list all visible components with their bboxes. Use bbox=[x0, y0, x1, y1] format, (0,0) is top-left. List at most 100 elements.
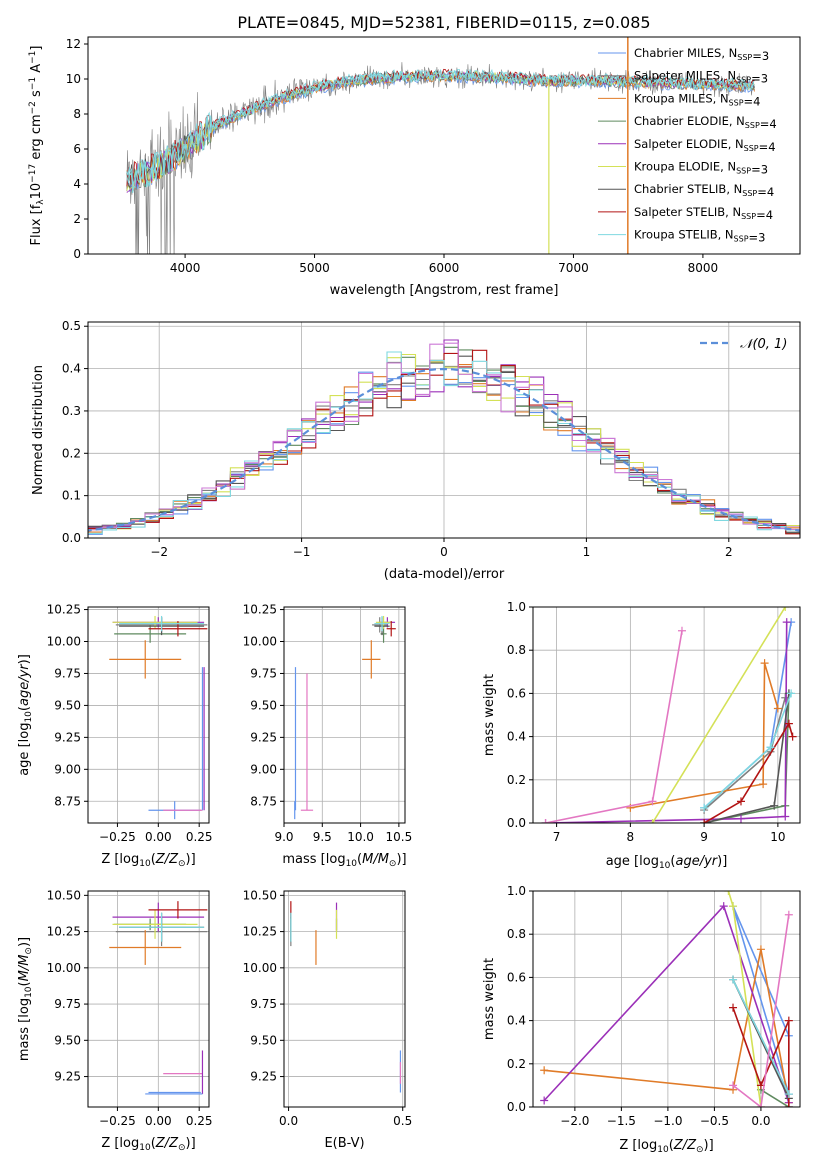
weight-line bbox=[545, 630, 683, 823]
y-tick-label: 0.3 bbox=[62, 404, 81, 418]
plot-area bbox=[533, 891, 800, 1107]
plot-area bbox=[126, 37, 755, 254]
axes-frame bbox=[87, 890, 210, 1108]
y-tick-label: 9.25 bbox=[250, 730, 277, 744]
weight-marker bbox=[700, 819, 709, 823]
x-axis-label: Z [log10(Z/Z⊙)] bbox=[101, 1136, 195, 1153]
weight-marker bbox=[784, 719, 793, 728]
y-tick-label: 9.25 bbox=[54, 730, 81, 744]
y-tick-label: 10.00 bbox=[47, 635, 81, 649]
y-tick-label: 8.75 bbox=[54, 794, 81, 808]
y-tick-label: 9.75 bbox=[54, 997, 81, 1011]
histogram-9 bbox=[88, 351, 800, 535]
y-tick-label: 0.5 bbox=[62, 319, 81, 333]
plot-area bbox=[284, 891, 405, 1107]
y-tick-label: 0 bbox=[73, 247, 81, 261]
x-tick-label: 10 bbox=[770, 830, 785, 844]
y-tick-label: 9.50 bbox=[54, 1033, 81, 1047]
y-tick-label: 0.2 bbox=[62, 446, 81, 460]
axes-frame bbox=[87, 606, 210, 824]
x-tick-label: 5000 bbox=[299, 261, 330, 275]
x-tick-label: −2.0 bbox=[560, 1114, 589, 1128]
extra-weights bbox=[541, 626, 686, 823]
x-axis-label: Z [log10(Z/Z⊙)] bbox=[619, 1138, 713, 1155]
legend-entry: Salpeter ELODIE, NSSP=4 bbox=[634, 137, 776, 154]
axes-frame bbox=[87, 321, 801, 539]
x-axis-label: age [log10(age/yr)] bbox=[606, 854, 728, 871]
extra-weights bbox=[729, 910, 793, 1107]
weight-line bbox=[630, 662, 779, 809]
x-tick-label: −1 bbox=[293, 545, 311, 559]
model-weights-8 bbox=[700, 719, 797, 823]
y-tick-label: 10.00 bbox=[47, 961, 81, 975]
x-tick-label: 6000 bbox=[429, 261, 460, 275]
y-tick-label: 9.75 bbox=[250, 997, 277, 1011]
model-point-3 bbox=[109, 930, 182, 965]
x-tick-label: 0.0 bbox=[279, 1114, 298, 1128]
y-tick-label: 1.0 bbox=[507, 600, 526, 614]
y-tick-label: 10.00 bbox=[243, 635, 277, 649]
weight-line bbox=[651, 607, 786, 823]
model-point-9 bbox=[119, 615, 205, 632]
axes-spectrum: 4000 5000 6000 7000 8000 0 2 4 6 8 10 12 wavelength … bbox=[28, 36, 801, 298]
legend-entry: 𝒩(0, 1) bbox=[740, 337, 787, 352]
weight-marker bbox=[759, 780, 768, 789]
axes-frame bbox=[532, 606, 801, 824]
model-weights-9 bbox=[700, 689, 796, 812]
y-tick-label: 9.00 bbox=[54, 762, 81, 776]
x-tick-label: 7000 bbox=[558, 261, 589, 275]
y-tick-label: 0.1 bbox=[62, 489, 81, 503]
y-tick-label: 10.25 bbox=[243, 925, 277, 939]
x-axis-label: (data-model)/error bbox=[384, 567, 505, 582]
weight-marker bbox=[729, 1081, 738, 1090]
weight-marker bbox=[729, 975, 738, 984]
x-axis-label: Z [log10(Z/Z⊙)] bbox=[101, 852, 195, 869]
x-tick-label: 0.00 bbox=[145, 1114, 172, 1128]
y-tick-label: 0.4 bbox=[507, 1014, 526, 1028]
weight-marker bbox=[781, 812, 790, 821]
weight-marker bbox=[773, 704, 782, 713]
model-point-8 bbox=[386, 621, 396, 637]
y-tick-label: 8.75 bbox=[250, 794, 277, 808]
x-tick-label: 0.25 bbox=[186, 830, 213, 844]
axes-frame bbox=[283, 606, 406, 824]
weight-marker bbox=[729, 1003, 738, 1012]
weight-marker bbox=[648, 819, 657, 823]
plot-area bbox=[88, 322, 800, 538]
y-axis-label: age [log10(age/yr)] bbox=[17, 654, 34, 776]
weight-marker bbox=[782, 618, 791, 627]
y-tick-label: 9.75 bbox=[54, 666, 81, 680]
y-axis-label: mass weight bbox=[482, 674, 497, 756]
figure-title: PLATE=0845, MJD=52381, FIBERID=0115, z=0… bbox=[237, 13, 650, 32]
y-tick-label: 6 bbox=[73, 142, 81, 156]
x-tick-label: 4000 bbox=[170, 261, 201, 275]
weight-marker bbox=[700, 803, 709, 812]
model-point-6 bbox=[375, 615, 392, 629]
weight-marker bbox=[729, 902, 738, 911]
plot-area bbox=[533, 607, 800, 823]
weight-marker bbox=[766, 743, 775, 752]
x-tick-label: −0.25 bbox=[99, 1114, 136, 1128]
y-tick-label: 0.0 bbox=[62, 531, 81, 545]
model-point-3 bbox=[109, 640, 182, 679]
y-tick-label: 0.4 bbox=[507, 730, 526, 744]
legend-entry: Salpeter STELIB, NSSP=4 bbox=[634, 205, 773, 222]
plot-area bbox=[88, 891, 209, 1107]
y-axis-label: Flux [fλ10−17 erg cm−2 s−1 A−1] bbox=[28, 46, 46, 246]
axes-weight_vs_Z: −2.0 −1.5 −1.0 −0.5 0.0 0.0 0.2 0.4 0.6 0.8 1.0 Z [… bbox=[482, 884, 801, 1155]
y-tick-label: 10.25 bbox=[47, 925, 81, 939]
weight-line bbox=[732, 914, 790, 1107]
y-tick-label: 9.50 bbox=[250, 1033, 277, 1047]
weight-line bbox=[543, 904, 790, 1103]
legend-entry: Kroupa MILES, NSSP=4 bbox=[634, 91, 760, 108]
weight-marker bbox=[781, 607, 790, 611]
y-tick-label: 0.8 bbox=[507, 927, 526, 941]
y-tick-label: 10.25 bbox=[243, 603, 277, 617]
y-tick-label: 0.2 bbox=[507, 773, 526, 787]
axes-age_vs_Z: −0.25 0.00 0.25 8.75 9.00 9.25 9.50 9.75 10.00 10… bbox=[17, 603, 213, 869]
model-weights-6 bbox=[648, 607, 790, 823]
y-tick-label: 10.00 bbox=[243, 961, 277, 975]
y-tick-label: 10 bbox=[66, 72, 81, 86]
y-tick-label: 0.0 bbox=[507, 816, 526, 830]
